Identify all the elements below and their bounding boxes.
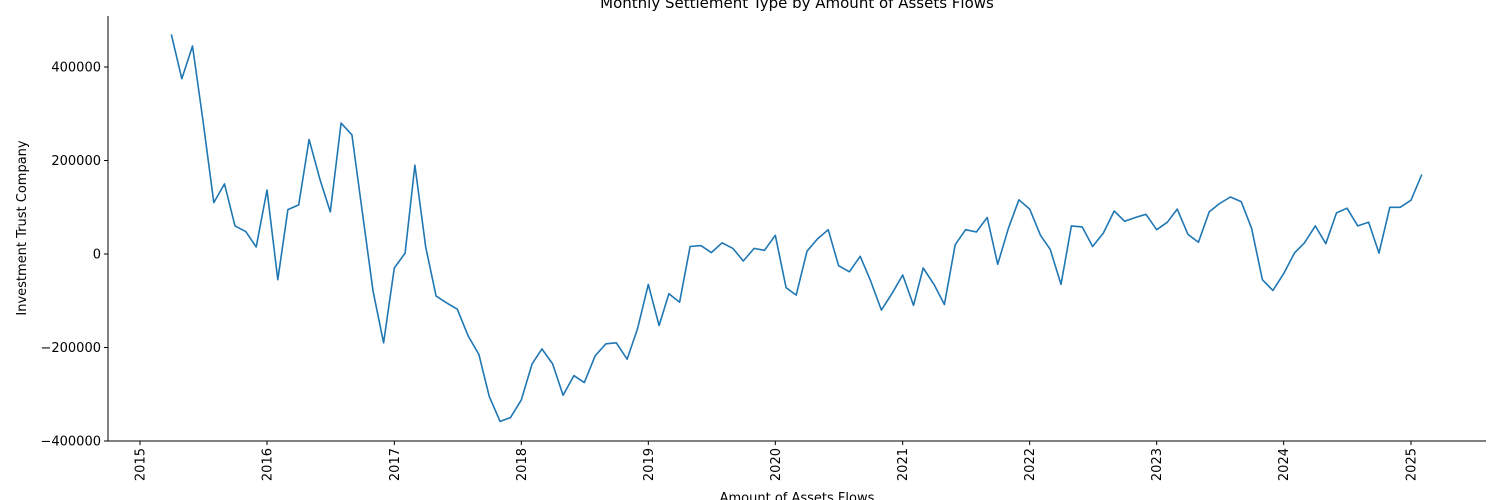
x-tick-label: 2018 [515, 448, 530, 481]
x-tick-label: 2016 [260, 448, 275, 481]
y-tick-label: 0 [93, 248, 101, 263]
x-tick-label: 2021 [896, 448, 911, 481]
x-tick-label: 2020 [769, 448, 784, 481]
x-tick-label: 2024 [1277, 448, 1292, 481]
chart-title: Monthly Settlement Type by Amount of Ass… [600, 0, 994, 12]
y-tick-label: 400000 [51, 61, 101, 76]
series-line [170, 34, 1423, 423]
x-tick-label: 2025 [1405, 448, 1420, 481]
y-tick-label: −200000 [40, 341, 101, 356]
x-tick-label: 2023 [1150, 448, 1165, 481]
y-tick-label: 200000 [51, 154, 101, 169]
x-tick-label: 2017 [388, 448, 403, 481]
x-tick-label: 2019 [642, 448, 657, 481]
y-axis-title: Investment Trust Company [15, 140, 30, 316]
x-axis-ticks: 2015 2016 2017 2018 2019 2020 2021 2022 2023 2024… [134, 441, 1420, 481]
y-axis-ticks: −400000 −200000 0 200000 400000 [40, 61, 108, 450]
y-tick-label: −400000 [40, 435, 101, 450]
x-axis-title: Amount of Assets Flows [720, 491, 875, 500]
x-tick-label: 2022 [1023, 448, 1038, 481]
x-tick-label: 2015 [134, 448, 149, 481]
